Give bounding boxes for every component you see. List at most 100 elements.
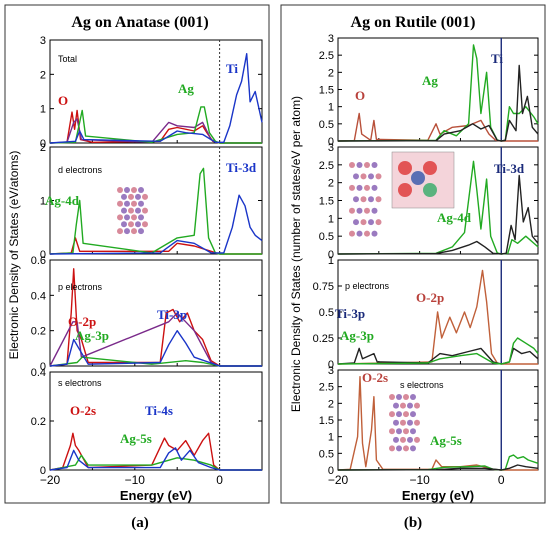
atom-icon xyxy=(356,230,363,237)
orbital-label-ag-3p: Ag-3p xyxy=(75,328,109,343)
atom-icon xyxy=(400,436,406,443)
y-tick-label: 1 xyxy=(328,432,334,444)
atom-icon xyxy=(414,419,420,426)
x-axis-label: Energy (eV) xyxy=(120,488,192,503)
y-tick-label: 1.5 xyxy=(319,196,334,208)
orbital-label-o-2p: O-2p xyxy=(416,290,444,305)
panel-0-2-frame xyxy=(49,259,263,367)
atom-icon xyxy=(360,219,367,226)
series-line-1-2-0 xyxy=(337,269,538,365)
atom-icon xyxy=(368,219,374,226)
atom-icon xyxy=(410,411,416,418)
atom-icon xyxy=(393,419,399,426)
orbital-label-o-2s: O-2s xyxy=(362,370,388,385)
y-tick-label: 0.75 xyxy=(313,281,334,293)
panel-subtitle: d electrons xyxy=(58,165,103,175)
y-tick-label: 0.25 xyxy=(313,333,334,345)
atom-icon xyxy=(353,219,359,226)
y-tick-label: 2 xyxy=(328,398,334,410)
orbital-label-ag: Ag xyxy=(422,73,438,88)
atom-icon xyxy=(117,187,123,193)
series-line-1-0-2 xyxy=(337,64,539,142)
y-tick-label: 0 xyxy=(328,136,334,148)
orbital-label-ag-4d: Ag-4d xyxy=(45,193,80,208)
y-tick-label: 0.4 xyxy=(31,367,46,379)
atom-icon xyxy=(403,394,409,400)
atom-icon xyxy=(371,207,378,214)
atom-icon xyxy=(414,436,420,443)
atom-icon xyxy=(410,428,416,435)
atom-icon xyxy=(356,184,363,191)
atom-icon xyxy=(124,200,130,207)
atom-icon xyxy=(389,445,395,452)
y-tick-label: 1.5 xyxy=(319,415,334,427)
atom-icon xyxy=(356,162,363,168)
orbital-label-ag-4d: Ag-4d xyxy=(437,210,472,225)
y-tick-label: 2.5 xyxy=(319,50,334,62)
atom-icon xyxy=(407,436,413,443)
atom-icon xyxy=(410,445,416,452)
series-line-0-3-2 xyxy=(49,447,262,471)
y-tick-label: 3 xyxy=(40,35,46,47)
atom-icon xyxy=(131,228,137,235)
orbital-label-ti-4s: Ti-4s xyxy=(145,403,173,418)
atom-icon xyxy=(403,411,409,418)
x-tick-label: −20 xyxy=(328,473,349,487)
series-line-0-0-3 xyxy=(49,53,263,144)
density-lobe-icon xyxy=(398,161,412,175)
atom-icon xyxy=(353,173,359,180)
density-lobe-icon xyxy=(411,171,425,185)
orbital-label-ti: Ti xyxy=(491,51,503,66)
panel-0-0-frame xyxy=(49,39,263,144)
x-tick-label: 0 xyxy=(216,473,223,487)
y-tick-label: 0 xyxy=(40,249,46,261)
y-tick-label: 1 xyxy=(328,255,334,267)
atom-icon xyxy=(371,230,378,237)
series-line-1-2-2 xyxy=(337,337,539,365)
y-tick-label: 1 xyxy=(40,104,46,116)
atom-icon xyxy=(364,230,370,237)
orbital-label-ag: Ag xyxy=(178,81,194,96)
atom-icon xyxy=(396,445,402,452)
y-tick-label: 0 xyxy=(40,465,46,477)
atom-icon xyxy=(135,193,141,200)
panel-subtitle: p electrons xyxy=(345,281,390,291)
y-axis-label: Electronic Density of States (number of … xyxy=(289,96,303,412)
orbital-label-ti-3p: Ti-3p xyxy=(157,307,187,322)
chart-b-panel-label: (b) xyxy=(404,515,422,531)
atom-icon xyxy=(389,428,395,435)
atom-icon xyxy=(389,411,395,418)
density-lobe-icon xyxy=(398,183,412,197)
atom-icon xyxy=(396,394,402,400)
orbital-label-ti: Ti xyxy=(226,61,238,76)
rutile-s-structure-icon xyxy=(389,394,420,452)
atom-icon xyxy=(117,228,123,235)
y-tick-label: 2 xyxy=(40,142,46,154)
x-tick-label: −20 xyxy=(40,473,61,487)
x-tick-label: −10 xyxy=(125,473,146,487)
atom-icon xyxy=(360,196,367,203)
atom-icon xyxy=(349,162,355,168)
atom-icon xyxy=(371,162,378,168)
y-tick-label: 0.2 xyxy=(31,416,46,428)
y-tick-label: 1 xyxy=(328,213,334,225)
series-line-1-1-0 xyxy=(337,160,539,255)
orbital-label-o: O xyxy=(58,93,68,108)
anatase-structure-icon xyxy=(117,187,148,235)
atom-icon xyxy=(353,196,359,203)
atom-icon xyxy=(349,207,355,214)
y-tick-label: 0.4 xyxy=(31,290,46,302)
atom-icon xyxy=(138,214,144,221)
atom-icon xyxy=(375,219,382,226)
series-line-0-1-1 xyxy=(49,167,262,255)
atom-icon xyxy=(396,428,402,435)
density-lobe-icon xyxy=(423,183,437,197)
y-tick-label: 0.6 xyxy=(31,255,46,267)
y-tick-label: 0 xyxy=(328,249,334,261)
atom-icon xyxy=(138,200,144,207)
atom-icon xyxy=(407,402,413,409)
y-tick-label: 1.5 xyxy=(319,85,334,97)
y-tick-label: 3 xyxy=(328,33,334,45)
